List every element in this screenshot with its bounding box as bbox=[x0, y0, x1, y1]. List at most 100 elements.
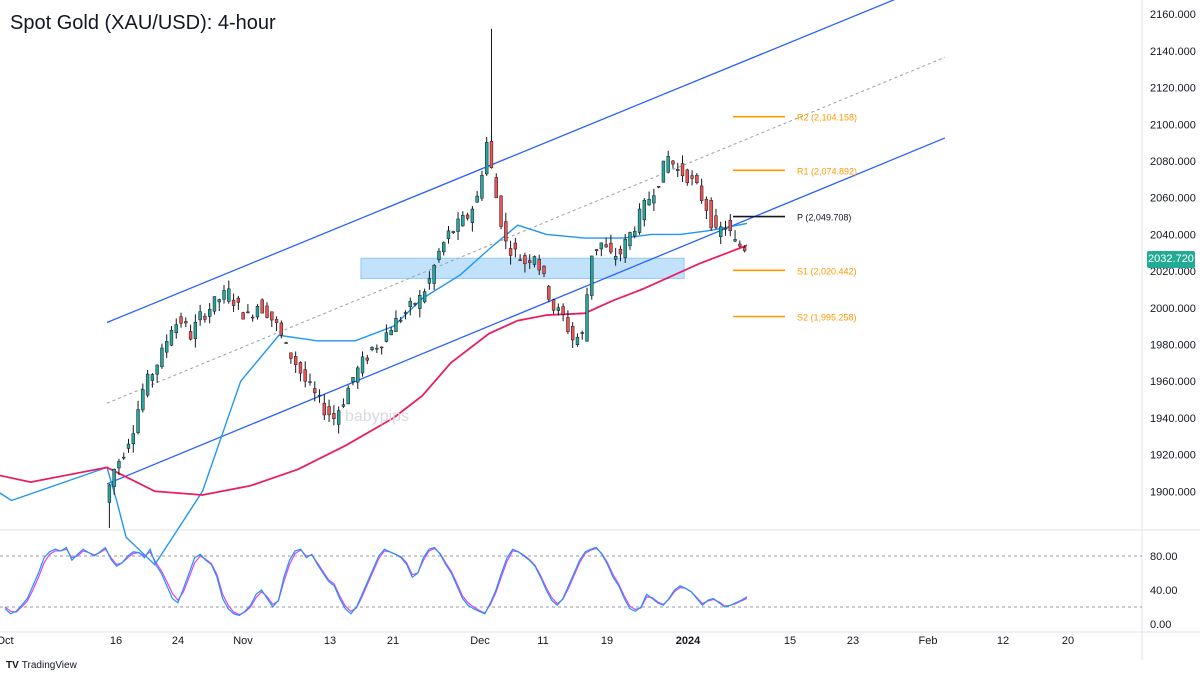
x-tick-label: Oct bbox=[0, 635, 14, 647]
candle-body bbox=[298, 362, 303, 374]
candle-body bbox=[618, 248, 623, 255]
candle-body bbox=[594, 249, 599, 252]
candle-body bbox=[141, 389, 145, 411]
candle-body bbox=[656, 185, 661, 188]
candle-body bbox=[742, 247, 747, 252]
candle-body bbox=[112, 468, 116, 487]
candle-body bbox=[212, 296, 217, 312]
candle-body bbox=[470, 208, 475, 223]
channel-upper-line bbox=[106, 0, 896, 324]
candle-body bbox=[179, 316, 183, 324]
stoch-k-line bbox=[4, 546, 748, 617]
candle-body bbox=[461, 215, 465, 227]
candle-body bbox=[131, 433, 135, 445]
candle-body bbox=[203, 315, 207, 320]
candle-body bbox=[637, 208, 642, 233]
candle-body bbox=[289, 352, 293, 359]
candle-body bbox=[117, 461, 121, 469]
candle-body bbox=[231, 299, 236, 306]
channel-mid-line bbox=[106, 56, 946, 404]
x-tick-label: 12 bbox=[997, 635, 1009, 647]
candle-body bbox=[265, 305, 269, 318]
candle-body bbox=[122, 456, 126, 459]
candle-body bbox=[241, 312, 245, 320]
candle-body bbox=[303, 369, 307, 382]
y-tick-label: 2080.000 bbox=[1150, 156, 1196, 168]
candle-body bbox=[513, 242, 518, 250]
candle-body bbox=[408, 300, 412, 307]
x-tick-label: 16 bbox=[110, 635, 122, 647]
candle-body bbox=[542, 265, 546, 275]
candle-body bbox=[270, 311, 274, 321]
candle-body bbox=[723, 227, 728, 230]
candle-body bbox=[327, 406, 331, 416]
candle-body bbox=[255, 305, 260, 318]
candle-body bbox=[480, 174, 484, 199]
ma-slow-line bbox=[0, 244, 748, 496]
candle-body bbox=[699, 185, 704, 201]
candle-body bbox=[719, 226, 723, 237]
candle-body bbox=[222, 290, 226, 300]
y-tick-label: 2020.000 bbox=[1150, 266, 1196, 278]
candle-body bbox=[384, 332, 389, 342]
x-tick-label: 24 bbox=[172, 635, 184, 647]
candle-body bbox=[575, 336, 580, 346]
x-tick-label: 20 bbox=[1062, 635, 1074, 647]
candle-body bbox=[336, 410, 341, 425]
candle-body bbox=[293, 356, 298, 365]
y-tick-label: 1900.000 bbox=[1150, 486, 1196, 498]
candle-body bbox=[566, 317, 570, 332]
candle-body bbox=[313, 388, 317, 394]
candle-body bbox=[642, 200, 646, 221]
candle-body bbox=[332, 413, 336, 419]
y-tick-label: 2000.000 bbox=[1150, 303, 1196, 315]
candle-body bbox=[528, 260, 532, 263]
candle-body bbox=[695, 174, 699, 183]
pivot-level-label: P (2,049.708) bbox=[797, 213, 851, 223]
candle-body bbox=[671, 160, 675, 165]
candle-body bbox=[236, 297, 241, 303]
candle-body bbox=[284, 342, 288, 344]
candle-body bbox=[193, 321, 198, 339]
candle-body bbox=[633, 230, 637, 237]
y-tick-label: 2140.000 bbox=[1150, 46, 1196, 58]
candle-body bbox=[585, 294, 589, 342]
candle-body bbox=[432, 264, 436, 284]
candle-body bbox=[609, 242, 613, 253]
tradingview-logo-icon: TV bbox=[6, 660, 19, 671]
candle-body bbox=[680, 163, 685, 177]
candle-body bbox=[499, 195, 503, 227]
candle-body bbox=[489, 141, 494, 169]
candle-body bbox=[346, 387, 350, 405]
candle-body bbox=[317, 394, 322, 397]
candle-body bbox=[389, 329, 393, 336]
candle-body bbox=[556, 307, 561, 311]
y-tick-label: 2120.000 bbox=[1150, 83, 1196, 95]
x-tick-label: 13 bbox=[324, 635, 336, 647]
candle-body bbox=[198, 311, 202, 321]
candle-body bbox=[442, 242, 446, 253]
candle-body bbox=[136, 409, 140, 433]
candle-body bbox=[279, 322, 284, 336]
candle-body bbox=[704, 199, 709, 211]
pivot-level-label: S1 (2,020.442) bbox=[797, 266, 857, 276]
candle-body bbox=[570, 326, 575, 341]
candle-body bbox=[217, 299, 221, 303]
candle-body bbox=[356, 367, 360, 383]
stoch-d-line bbox=[4, 547, 748, 616]
candle-body bbox=[532, 256, 537, 265]
y-tick-label: 1980.000 bbox=[1150, 339, 1196, 351]
candle-body bbox=[547, 286, 551, 300]
candle-body bbox=[494, 177, 498, 199]
candle-body bbox=[379, 346, 384, 349]
stoch-y-tick-label: 0.00 bbox=[1150, 619, 1171, 631]
candle-body bbox=[714, 215, 718, 228]
x-tick-label: 23 bbox=[847, 635, 859, 647]
candle-body bbox=[184, 321, 188, 324]
candle-body bbox=[375, 347, 379, 350]
candle-body bbox=[613, 255, 618, 260]
candle-body bbox=[537, 258, 541, 271]
y-tick-label: 1920.000 bbox=[1150, 450, 1196, 462]
x-tick-label: 19 bbox=[601, 635, 613, 647]
candle-body bbox=[628, 232, 632, 247]
